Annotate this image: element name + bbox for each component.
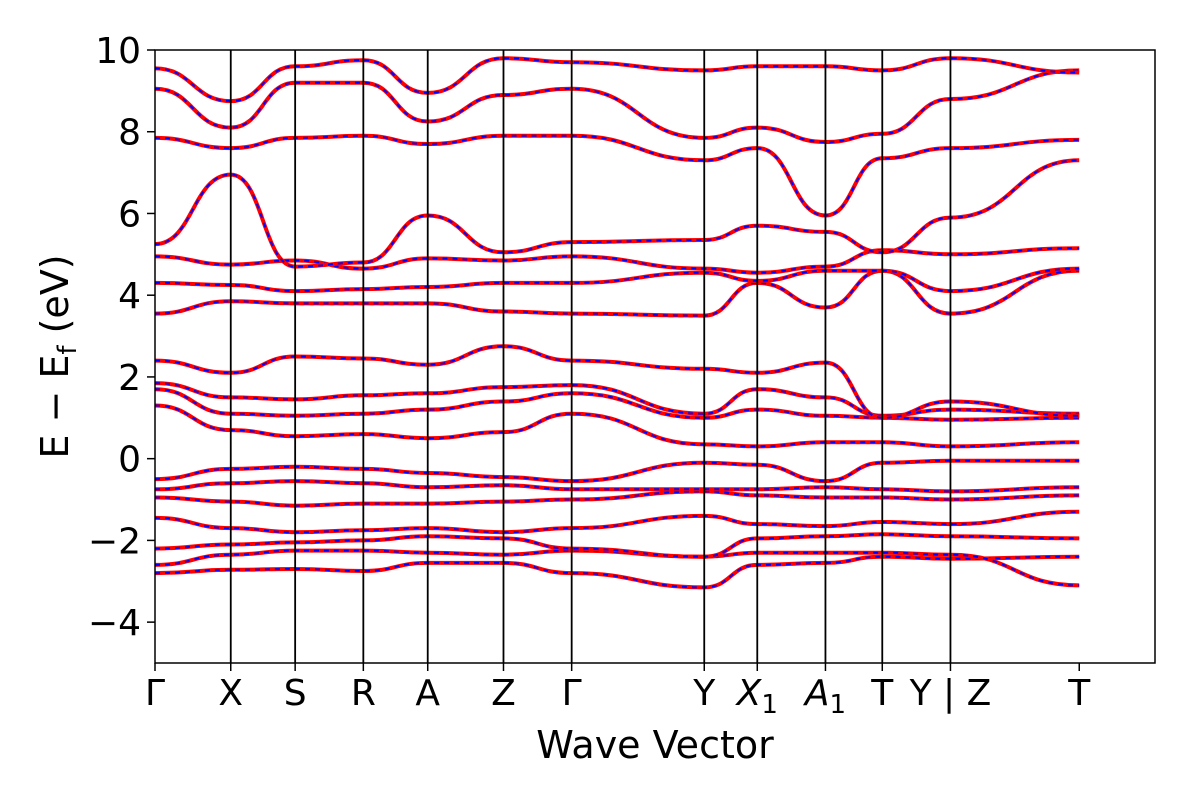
band-12-red [155, 268, 1080, 318]
x-tick-label: S [284, 673, 307, 714]
y-tick-label: 0 [118, 440, 141, 481]
band-15-red [155, 158, 1080, 269]
x-axis-ticks: Γ X S R A Z Γ Y X1 A1 T Y | Z T [145, 663, 1091, 720]
x-tick-label: Y | Z [909, 673, 992, 714]
x-tick-label: X [218, 673, 243, 714]
y-tick-label: 8 [118, 113, 141, 154]
plot-frame [154, 49, 1156, 664]
x-tick-label: Γ [562, 673, 582, 714]
band-1-blue [155, 555, 1080, 589]
y-tick-label: −2 [88, 521, 141, 562]
x-tick-label: A1 [803, 673, 846, 720]
band-12-blue [155, 269, 1080, 317]
band-13-blue [155, 267, 1080, 293]
high-symmetry-lines [229, 50, 952, 663]
band-11-blue [155, 345, 1080, 419]
x-tick-label: R [351, 673, 376, 714]
band-lines [155, 56, 1080, 590]
band-1-red [155, 554, 1080, 590]
x-tick-label: T [1067, 673, 1091, 714]
band-18-blue [155, 57, 1080, 103]
x-tick-label: Y [692, 673, 716, 714]
band-17-red [155, 68, 1080, 145]
x-tick-label: Γ [145, 673, 165, 714]
x-tick-label: X1 [735, 673, 778, 720]
x-axis-label: Wave Vector [536, 723, 774, 767]
y-tick-label: 10 [95, 31, 141, 72]
band-9-blue [155, 388, 1080, 421]
band-16-red [155, 133, 1080, 218]
x-tick-label: Z [491, 673, 516, 714]
band-4-blue [155, 510, 1080, 534]
y-tick-label: 6 [118, 194, 141, 235]
y-axis-ticks: −4 −2 0 2 4 6 8 10 [88, 31, 155, 644]
y-tick-label: 4 [118, 276, 141, 317]
band-17-blue [155, 69, 1080, 144]
band-4-red [155, 509, 1080, 535]
x-tick-label: A [415, 673, 440, 714]
band-7-blue [155, 459, 1080, 483]
y-tick-label: 2 [118, 358, 141, 399]
band-14-red [155, 246, 1080, 275]
x-tick-label: T [870, 673, 894, 714]
band-15-blue [155, 159, 1080, 268]
y-tick-label: −4 [88, 603, 141, 644]
y-axis-label: E − Ef (eV) [33, 254, 83, 458]
